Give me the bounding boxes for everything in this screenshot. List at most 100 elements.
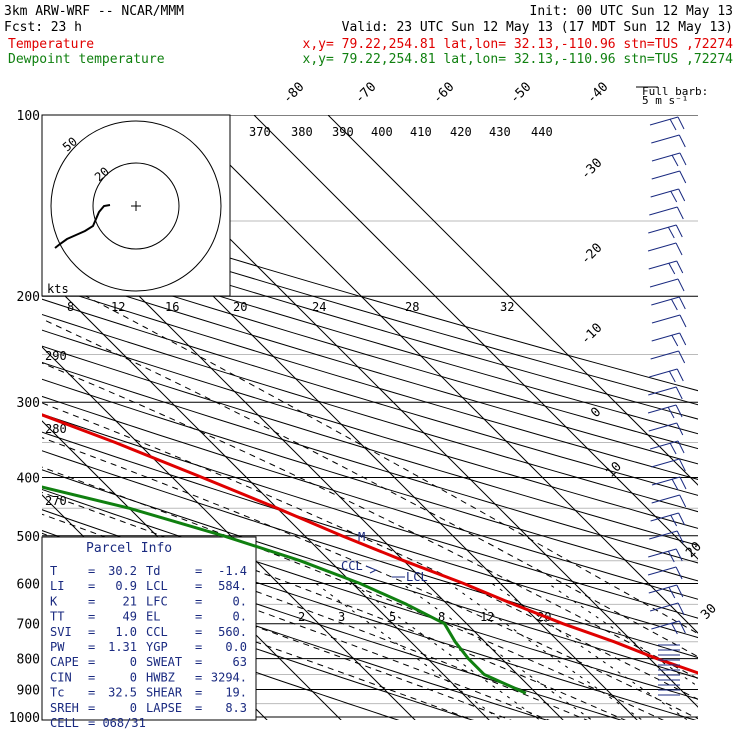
wind-barb-flag	[679, 332, 687, 346]
parcel-info-rows: T = 30.2 Td = -1.4 LI = 0.9 LCL = 584. K = 21 LFC = 0. TT =…	[50, 564, 247, 730]
dry-adiabat-430	[42, 269, 698, 465]
parcel-value: 584.	[218, 579, 247, 593]
parcel-eq: =	[195, 655, 202, 669]
parcel-value: 0.	[233, 594, 247, 608]
wind-barb-flag	[678, 620, 686, 634]
wind-barb-staff	[649, 278, 679, 288]
dry-adiabat-420	[42, 283, 698, 480]
dry-adiabat-450	[42, 240, 698, 435]
parcel-value: 0	[130, 701, 137, 715]
parcel-key: LI	[50, 579, 64, 593]
parcel-value: 0	[130, 655, 137, 669]
parcel-key: HWBZ	[146, 670, 175, 684]
theta-e-label: 400	[371, 125, 393, 139]
pressure-label-500: 500	[17, 530, 40, 545]
parcel-eq: =	[195, 610, 202, 624]
wind-barb-flag	[668, 262, 676, 275]
dry-adiabat-350	[42, 395, 698, 600]
valid-time: Valid: 23 UTC Sun 12 May 13 (17 MDT Sun …	[342, 20, 733, 35]
parcel-eq: =	[88, 579, 95, 593]
parcel-value: 0.	[233, 610, 247, 624]
ccl-arrow	[365, 565, 378, 574]
parcel-value: 30.2	[108, 564, 137, 578]
wind-barb-staff	[651, 134, 680, 144]
isotherm-label-top: -70	[352, 80, 379, 107]
wind-barb-staff	[648, 224, 677, 234]
wind-barb-flag	[670, 190, 678, 203]
parcel-key: SHEAR	[146, 686, 183, 700]
parcel-eq: =	[195, 701, 202, 715]
theta-e-label: 440	[531, 125, 553, 139]
wind-barb-staff	[651, 458, 680, 468]
wind-barb-staff	[648, 386, 677, 396]
hodograph: 50 20 kts	[41, 114, 231, 297]
parcel-key: YGP	[146, 640, 168, 654]
theta-label: 270	[45, 494, 67, 508]
parcel-key: LCL	[146, 579, 168, 593]
wind-barb-flag	[667, 550, 675, 563]
moist-adiabat-20	[42, 437, 698, 720]
barb-key-line1: Full barb:	[642, 85, 708, 98]
parcel-value: 1.31	[108, 640, 137, 654]
mixing-ratio-label-lower: 2	[298, 610, 305, 624]
pressure-label-600: 600	[17, 577, 40, 592]
m-marker: M	[358, 530, 365, 544]
mixing-ratio-label-upper: 8	[67, 300, 74, 314]
dry-adiabat-470	[42, 213, 698, 406]
mixing-ratio-label-upper: 24	[312, 300, 326, 314]
mixing-ratio-label-upper: 32	[500, 300, 514, 314]
wind-barb-flag	[677, 440, 685, 454]
parcel-key: LFC	[146, 594, 168, 608]
wind-barb-staff	[650, 512, 679, 522]
dry-adiabat-260	[42, 573, 474, 720]
dry-adiabat-330	[42, 431, 698, 639]
isotherm-label-top: -40	[584, 80, 611, 107]
wind-barb-staff	[648, 584, 677, 594]
wind-barb-flag	[676, 206, 684, 220]
model-title: 3km ARW-WRF -- NCAR/MMM	[4, 4, 184, 19]
moist-adiabat-5	[42, 513, 588, 720]
barb-key-line2: 5 m s⁻¹	[642, 94, 688, 107]
parcel-eq: =	[88, 594, 95, 608]
theta-label: 280	[45, 422, 67, 436]
ccl-marker: CCL	[341, 559, 363, 573]
theta-e-label: 420	[450, 125, 472, 139]
wind-barb-flag	[671, 478, 679, 491]
init-time: Init: 00 UTC Sun 12 May 13	[530, 4, 734, 19]
isotherm-40	[253, 115, 698, 560]
parcel-key: CIN	[50, 670, 72, 684]
parcel-eq: =	[195, 564, 202, 578]
moist-adiabat-10	[42, 491, 626, 720]
isotherm-label-top: -60	[430, 80, 457, 107]
moist-adiabat-15	[42, 466, 664, 720]
parcel-eq: =	[88, 686, 95, 700]
parcel-key: CCL	[146, 625, 168, 639]
parcel-key: SVI	[50, 625, 72, 639]
pressure-label-100: 100	[17, 109, 40, 124]
wind-barb-flag	[676, 260, 684, 274]
isotherm-label-right: 30	[698, 601, 720, 623]
parcel-key: Tc	[50, 686, 64, 700]
wind-barb-flag	[678, 458, 686, 472]
wind-barb-flag	[678, 512, 686, 526]
wind-barb-flag	[671, 334, 679, 347]
parcel-eq: =	[88, 610, 95, 624]
wind-barb-staff	[651, 332, 680, 342]
mixing-ratio-5	[401, 582, 593, 720]
wind-barb-staff	[651, 314, 681, 324]
theta-e-label: 380	[291, 125, 313, 139]
dry-adiabat-370	[42, 361, 698, 564]
wind-barb-flag	[679, 476, 687, 490]
wind-barb-flag	[667, 406, 675, 419]
wind-barb-staff	[650, 350, 679, 360]
parcel-value: 3294.	[211, 670, 247, 684]
parcel-eq: =	[88, 655, 95, 669]
mixing-ratio-label-lower: 3	[338, 610, 345, 624]
wind-barb-staff	[647, 566, 677, 576]
parcel-key: TT	[50, 610, 64, 624]
wind-barb-staff	[651, 170, 680, 180]
wind-barb-flag	[676, 422, 684, 436]
dry-adiabat-400	[42, 313, 698, 513]
parcel-value: 0.9	[115, 579, 137, 593]
